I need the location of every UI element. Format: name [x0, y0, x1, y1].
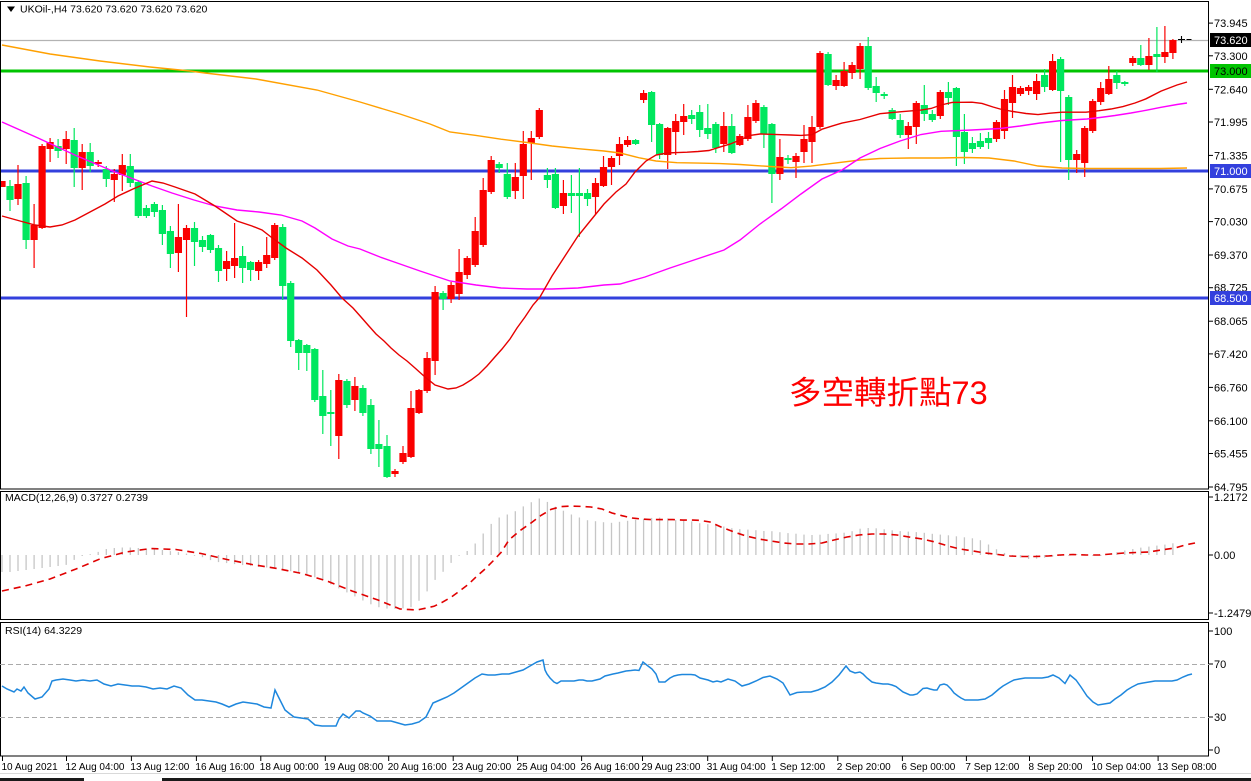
svg-text:20 Aug 16:00: 20 Aug 16:00 [388, 762, 447, 773]
svg-text:0: 0 [1214, 745, 1220, 757]
svg-text:66.100: 66.100 [1214, 416, 1248, 428]
svg-text:73.620: 73.620 [1214, 35, 1248, 47]
svg-text:29 Aug 23:00: 29 Aug 23:00 [642, 762, 701, 773]
svg-text:71.335: 71.335 [1214, 150, 1248, 162]
svg-text:26 Aug 16:00: 26 Aug 16:00 [581, 762, 640, 773]
svg-text:73.000: 73.000 [1214, 66, 1248, 78]
svg-text:69.370: 69.370 [1214, 250, 1248, 262]
svg-text:10 Sep 04:00: 10 Sep 04:00 [1092, 762, 1152, 773]
svg-text:1.2172: 1.2172 [1214, 492, 1248, 504]
svg-text:71.995: 71.995 [1214, 117, 1248, 129]
svg-text:68.065: 68.065 [1214, 316, 1248, 328]
svg-text:7 Sep 12:00: 7 Sep 12:00 [965, 762, 1019, 773]
svg-text:68.500: 68.500 [1214, 293, 1248, 305]
svg-text:70: 70 [1214, 659, 1226, 671]
svg-text:12 Aug 04:00: 12 Aug 04:00 [66, 762, 125, 773]
svg-text:70.675: 70.675 [1214, 184, 1248, 196]
svg-text:73: 73 [952, 375, 988, 411]
svg-text:66.760: 66.760 [1214, 382, 1248, 394]
svg-text:8 Sep 20:00: 8 Sep 20:00 [1029, 762, 1083, 773]
svg-text:73.300: 73.300 [1214, 51, 1248, 63]
svg-text:0.00: 0.00 [1214, 550, 1235, 562]
svg-text:-1.2479: -1.2479 [1214, 608, 1251, 620]
svg-text:64.795: 64.795 [1214, 482, 1248, 494]
svg-text:25 Aug 04:00: 25 Aug 04:00 [517, 762, 576, 773]
svg-text:67.420: 67.420 [1214, 349, 1248, 361]
svg-text:18 Aug 00:00: 18 Aug 00:00 [260, 762, 319, 773]
svg-text:2 Sep 20:00: 2 Sep 20:00 [837, 762, 891, 773]
svg-text:13 Aug 12:00: 13 Aug 12:00 [130, 762, 189, 773]
svg-text:16 Aug 16:00: 16 Aug 16:00 [195, 762, 254, 773]
svg-text:13 Sep 08:00: 13 Sep 08:00 [1157, 762, 1217, 773]
svg-text:31 Aug 04:00: 31 Aug 04:00 [707, 762, 766, 773]
svg-text:MACD(12,26,9) 0.3727 0.2739: MACD(12,26,9) 0.3727 0.2739 [5, 492, 148, 504]
svg-text:73.945: 73.945 [1214, 18, 1248, 30]
svg-text:6 Sep 00:00: 6 Sep 00:00 [901, 762, 955, 773]
svg-text:19 Aug 08:00: 19 Aug 08:00 [324, 762, 383, 773]
svg-text:70.030: 70.030 [1214, 217, 1248, 229]
svg-text:71.000: 71.000 [1214, 166, 1248, 178]
svg-text:10 Aug 2021: 10 Aug 2021 [2, 762, 59, 773]
svg-text:23 Aug 20:00: 23 Aug 20:00 [452, 762, 511, 773]
svg-text:65.455: 65.455 [1214, 449, 1248, 461]
svg-text:30: 30 [1214, 712, 1226, 724]
svg-text:1 Sep 12:00: 1 Sep 12:00 [771, 762, 825, 773]
svg-text:72.640: 72.640 [1214, 84, 1248, 96]
svg-text:UKOil-,H4 73.620 73.620 73.62: UKOil-,H4 73.620 73.620 73.620 73.620 [20, 4, 208, 16]
svg-text:100: 100 [1214, 626, 1232, 638]
svg-text:RSI(14) 64.3229: RSI(14) 64.3229 [5, 625, 82, 637]
